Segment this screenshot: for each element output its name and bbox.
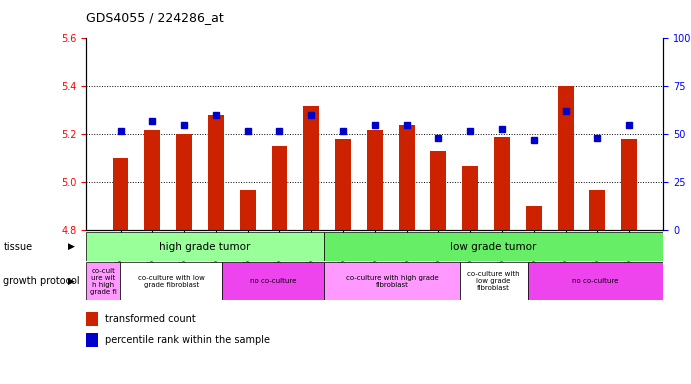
Bar <box>240 190 256 230</box>
Bar <box>113 159 129 230</box>
Bar <box>462 166 478 230</box>
Bar <box>86 333 99 347</box>
Text: no co-culture: no co-culture <box>572 278 618 284</box>
Bar <box>86 312 99 326</box>
Bar <box>399 125 415 230</box>
Bar <box>208 115 224 230</box>
Bar <box>303 106 319 230</box>
Bar <box>335 139 351 230</box>
Bar <box>176 134 192 230</box>
Bar <box>526 206 542 230</box>
Bar <box>86 262 120 300</box>
Bar <box>86 232 324 261</box>
Text: no co-culture: no co-culture <box>250 278 296 284</box>
Bar <box>589 190 605 230</box>
Bar <box>460 262 528 300</box>
Bar <box>272 146 287 230</box>
Text: co-culture with low
grade fibroblast: co-culture with low grade fibroblast <box>138 275 205 288</box>
Text: tissue: tissue <box>3 242 32 252</box>
Text: ▶: ▶ <box>68 242 75 251</box>
Text: growth protocol: growth protocol <box>3 276 80 286</box>
Bar <box>494 137 510 230</box>
Bar <box>120 262 222 300</box>
Text: percentile rank within the sample: percentile rank within the sample <box>106 335 270 345</box>
Text: co-cult
ure wit
h high
grade fi: co-cult ure wit h high grade fi <box>90 268 117 295</box>
Text: GDS4055 / 224286_at: GDS4055 / 224286_at <box>86 12 224 25</box>
Bar <box>144 129 160 230</box>
Text: high grade tumor: high grade tumor <box>160 242 251 252</box>
Text: low grade tumor: low grade tumor <box>451 242 537 252</box>
Bar <box>558 86 574 230</box>
Bar <box>367 129 383 230</box>
Text: co-culture with
low grade
fibroblast: co-culture with low grade fibroblast <box>467 271 520 291</box>
Bar <box>528 262 663 300</box>
Bar <box>222 262 324 300</box>
Text: transformed count: transformed count <box>106 314 196 324</box>
Text: co-culture with high grade
fibroblast: co-culture with high grade fibroblast <box>346 275 438 288</box>
Bar <box>324 232 663 261</box>
Bar <box>324 262 460 300</box>
Bar <box>430 151 446 230</box>
Text: ▶: ▶ <box>68 276 75 286</box>
Bar <box>621 139 637 230</box>
